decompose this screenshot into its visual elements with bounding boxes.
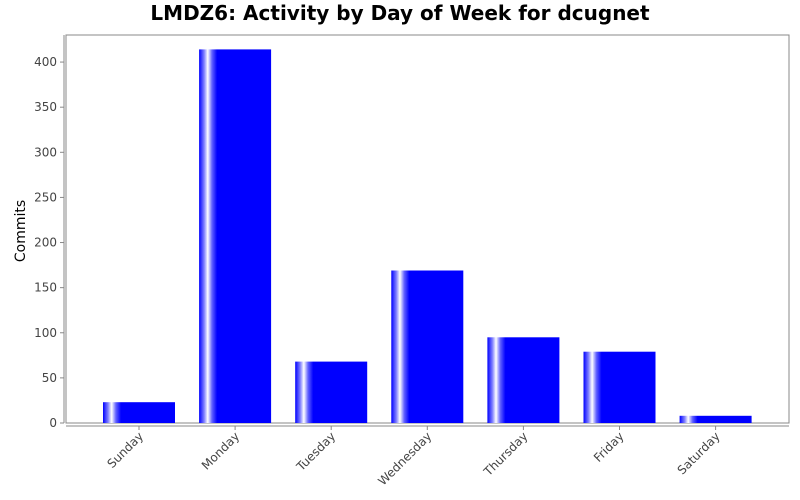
y-tick-label: 200 bbox=[34, 236, 57, 250]
y-axis-label: Commits bbox=[13, 200, 29, 262]
y-tick-label: 100 bbox=[34, 326, 57, 340]
x-tick-label: Wednesday bbox=[375, 429, 434, 488]
x-tick-label: Tuesday bbox=[293, 429, 338, 474]
x-tick-label: Friday bbox=[591, 429, 627, 465]
bar-wednesday bbox=[391, 270, 464, 423]
chart-title: LMDZ6: Activity by Day of Week for dcugn… bbox=[150, 1, 650, 25]
bar-tuesday bbox=[295, 361, 368, 423]
y-axis: 0 50 100 150 200 250 300 350 400 bbox=[34, 35, 65, 430]
y-tick-label: 150 bbox=[34, 281, 57, 295]
y-tick-label: 350 bbox=[34, 100, 57, 114]
x-axis: Sunday Monday Tuesday Wednesday Thursday Frid… bbox=[66, 425, 789, 488]
bar-monday bbox=[199, 49, 272, 424]
x-tick-label: Thursday bbox=[480, 429, 530, 479]
bar-saturday bbox=[679, 415, 752, 423]
y-tick-label: 250 bbox=[34, 190, 57, 204]
y-tick-label: 300 bbox=[34, 145, 57, 159]
x-tick-label: Saturday bbox=[675, 429, 723, 477]
y-tick-label: 50 bbox=[42, 371, 57, 385]
bar-thursday bbox=[487, 337, 560, 423]
y-tick-label: 0 bbox=[49, 416, 57, 430]
x-tick-label: Monday bbox=[199, 429, 242, 472]
bar-friday bbox=[583, 351, 656, 423]
bars bbox=[103, 49, 752, 424]
bar-sunday bbox=[103, 402, 175, 423]
y-tick-label: 400 bbox=[34, 55, 57, 69]
x-tick-label: Sunday bbox=[104, 429, 146, 471]
